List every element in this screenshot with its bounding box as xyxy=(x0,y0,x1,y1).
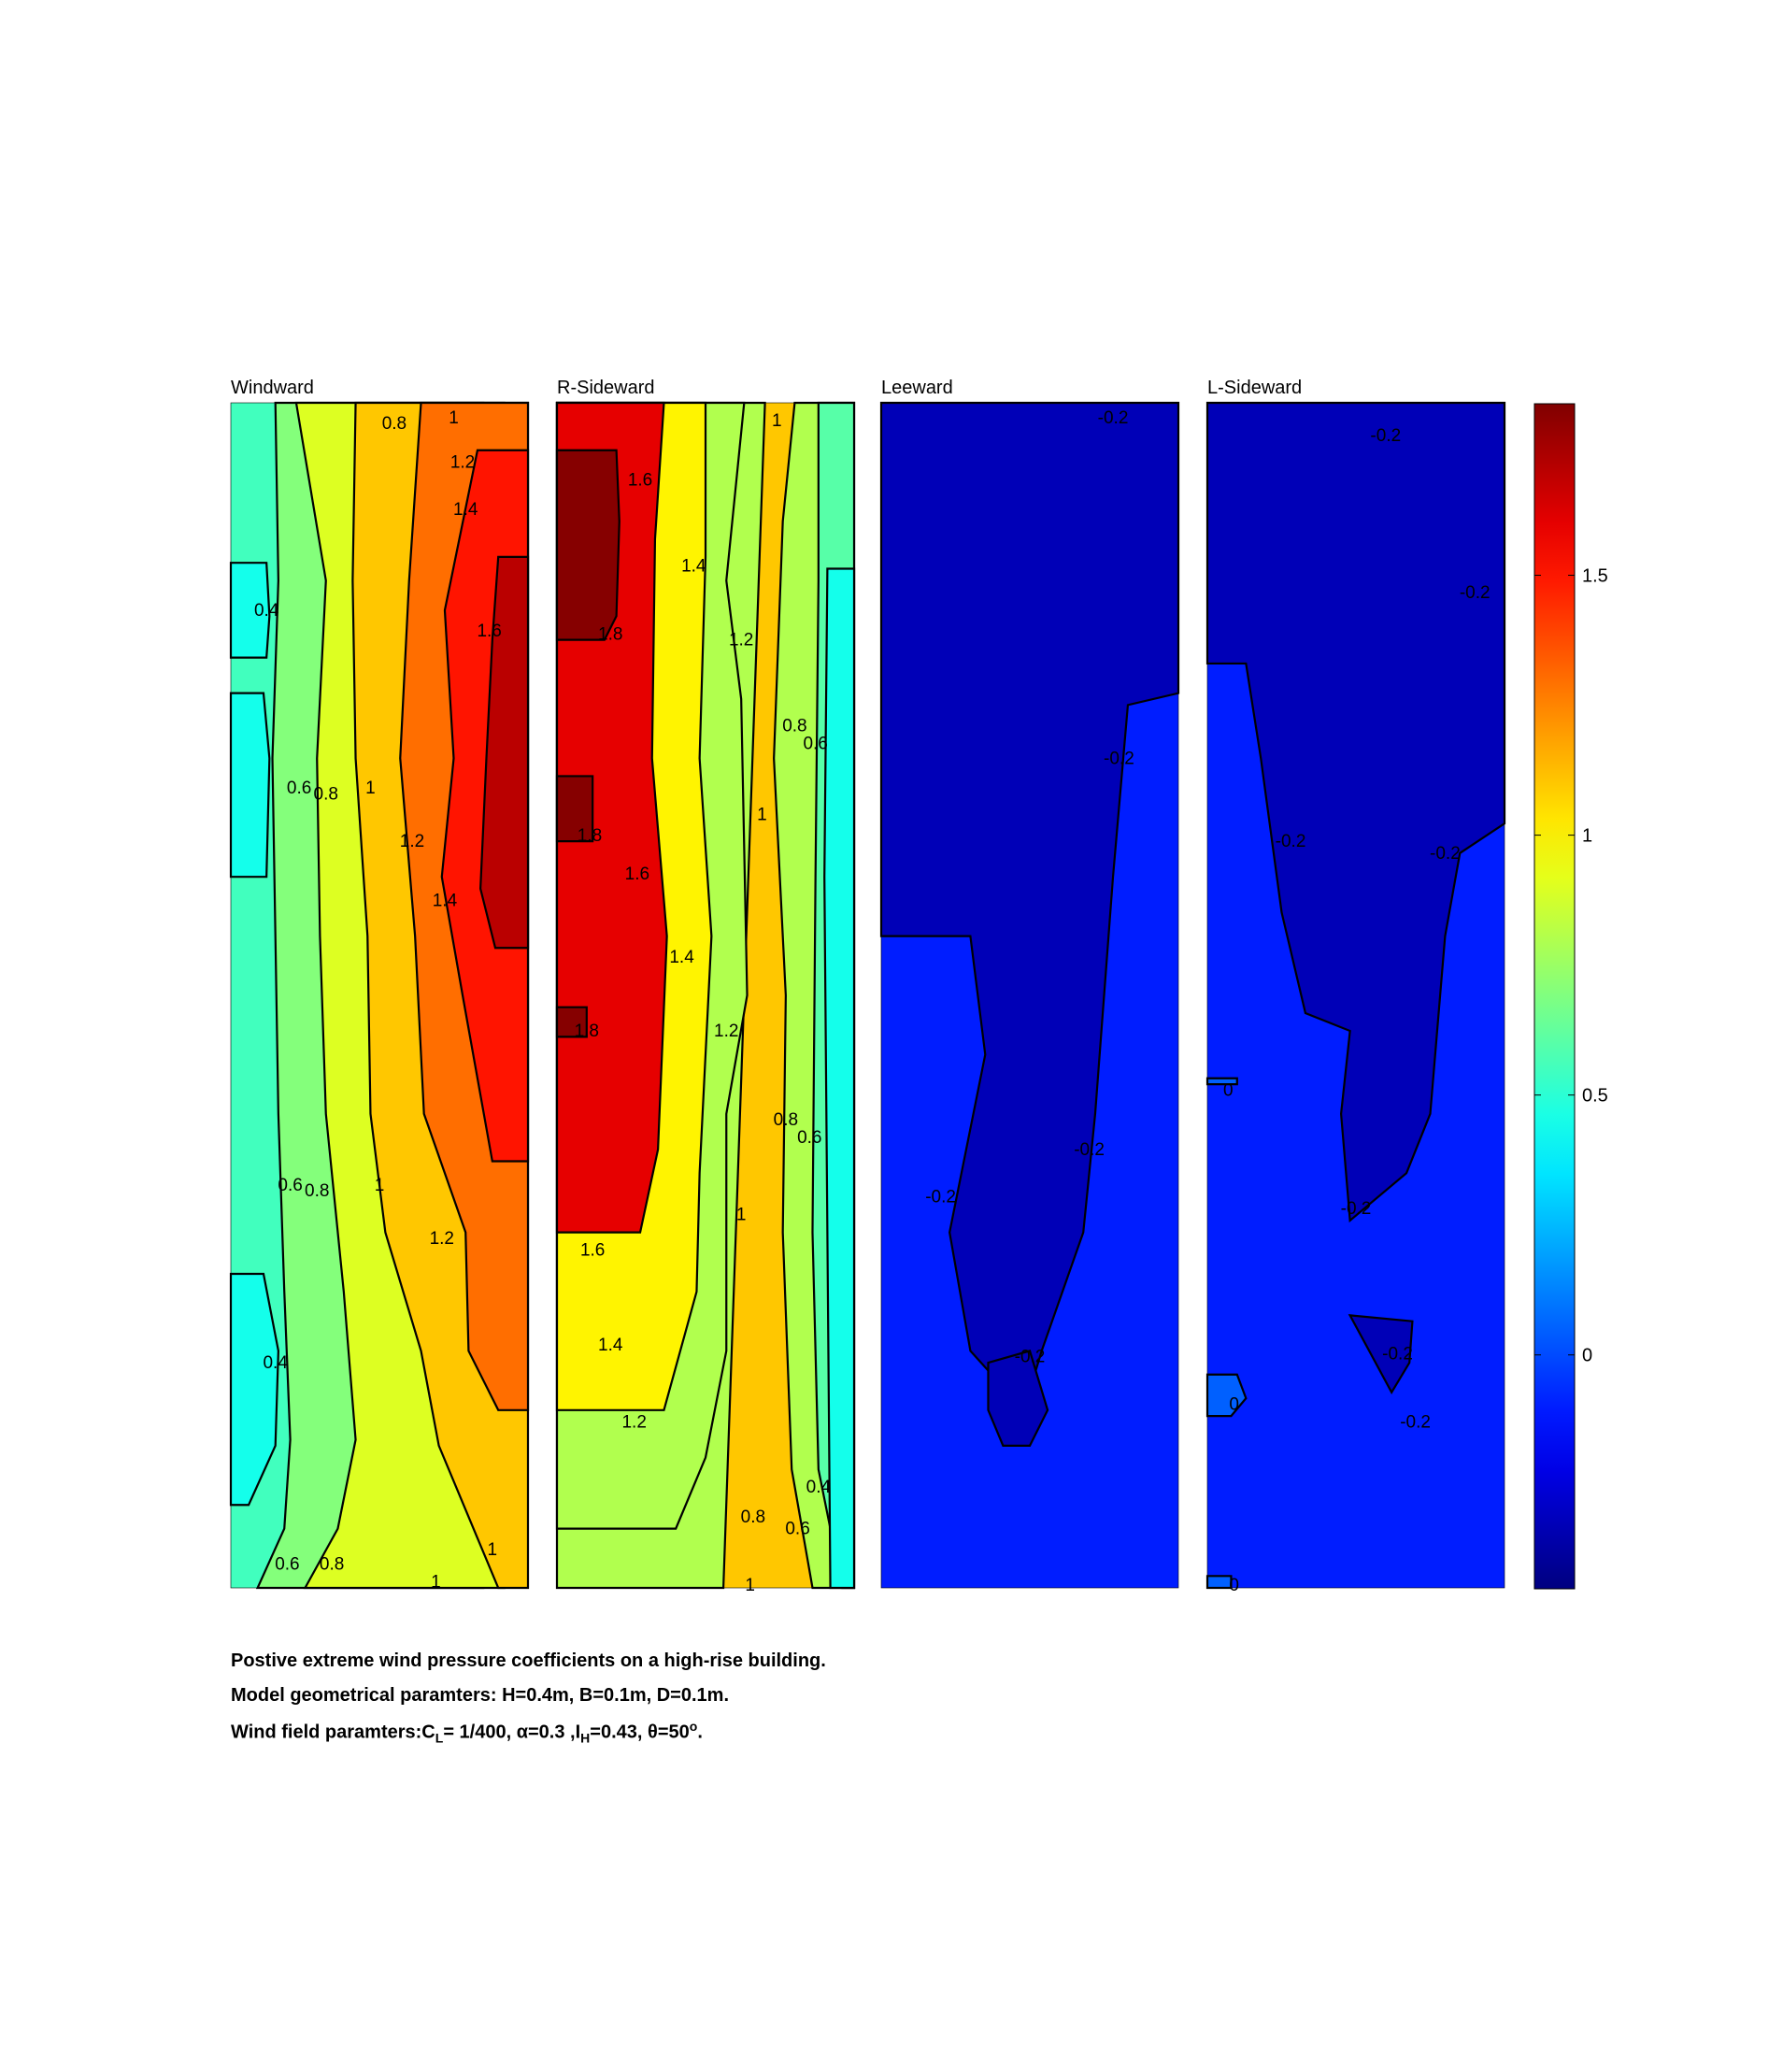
panel-contour-bands xyxy=(557,403,854,1588)
caption-line-3-end: . xyxy=(697,1722,703,1743)
contour-label: -0.2 xyxy=(1074,1140,1105,1160)
contour-label: -0.2 xyxy=(1382,1345,1413,1365)
panel-frame xyxy=(556,402,855,1589)
caption-line-2: Model geometrical paramters: H=0.4m, B=0… xyxy=(231,1685,729,1706)
contour-label: 1.4 xyxy=(669,948,694,967)
panel-title: L-Sideward xyxy=(1207,378,1302,398)
contour-label: 1.2 xyxy=(430,1229,454,1249)
contour-label: -0.2 xyxy=(1430,844,1461,864)
panel-3: L-Sideward -0.2 -0.2 -0.2 -0.2 0 -0.2 -0.2 0 -0.2… xyxy=(1207,378,1505,1595)
contour-label: -0.2 xyxy=(1370,426,1401,446)
contour-band xyxy=(1207,403,1505,1221)
contour-label: 0.8 xyxy=(305,1181,329,1201)
contour-label: 1.6 xyxy=(628,470,652,490)
contour-label: 0.6 xyxy=(797,1128,821,1148)
contour-label: 0 xyxy=(1223,1080,1234,1100)
contour-label: 1 xyxy=(772,411,782,431)
caption-sub-l: L xyxy=(435,1730,444,1746)
panel-contour-bands xyxy=(1207,403,1505,1588)
contour-label: 1.8 xyxy=(578,826,602,846)
contour-label: 0.6 xyxy=(803,735,827,754)
caption-sub-h: H xyxy=(580,1730,591,1746)
contour-label: 1.6 xyxy=(477,622,501,641)
colorbar-tick-label: 0.5 xyxy=(1582,1086,1608,1107)
contour-label: 0.6 xyxy=(785,1520,809,1539)
caption-line-1: Postive extreme wind pressure coefficien… xyxy=(231,1650,826,1671)
caption-line-3-mid2: =0.43, θ=50 xyxy=(590,1722,690,1743)
panel-contour-bands xyxy=(231,403,528,1588)
panel-frame xyxy=(880,402,1179,1589)
contour-label: -0.2 xyxy=(925,1188,956,1207)
contour-label: 1.2 xyxy=(714,1022,738,1041)
contour-band xyxy=(881,403,1178,1410)
panel-title: R-Sideward xyxy=(557,378,654,398)
contour-label: -0.2 xyxy=(1098,408,1129,428)
contour-band xyxy=(231,693,269,878)
contour-label: 0.4 xyxy=(254,601,279,621)
contour-label: -0.2 xyxy=(1400,1412,1431,1432)
contour-label: 1.2 xyxy=(400,832,424,851)
contour-label: 1.2 xyxy=(621,1412,646,1432)
caption-line-3-prefix: Wind field paramters:C xyxy=(231,1722,435,1743)
caption-line-3-mid1: = 1/400, α=0.3 ,I xyxy=(443,1722,581,1743)
contour-label: 1 xyxy=(449,408,459,428)
contour-label: 0 xyxy=(1229,1576,1239,1595)
panel-title: Windward xyxy=(231,378,314,398)
contour-label: 1 xyxy=(431,1573,441,1593)
contour-label: -0.2 xyxy=(1460,583,1491,603)
contour-label: 0.4 xyxy=(263,1353,288,1373)
contour-label: 0.8 xyxy=(782,717,806,736)
contour-label: 1.4 xyxy=(453,500,478,520)
contour-label: 1 xyxy=(745,1576,755,1595)
contour-label: 1.8 xyxy=(575,1022,599,1041)
contour-label: 0.8 xyxy=(314,784,338,804)
contour-label: 1.2 xyxy=(450,452,475,472)
contour-label: 1 xyxy=(736,1206,747,1225)
caption-sup-o: o xyxy=(689,1719,698,1734)
contour-label: 0.8 xyxy=(382,414,407,434)
contour-label: 1 xyxy=(375,1176,385,1195)
contour-label: 1.2 xyxy=(729,631,753,650)
contour-label: 1.6 xyxy=(580,1241,605,1261)
contour-band xyxy=(824,569,854,1588)
colorbar-tick-label: 1 xyxy=(1582,826,1592,847)
contour-label: -0.2 xyxy=(1276,832,1306,851)
panel-2: Leeward -0.2 -0.2 -0.2 -0.2 -0.2 xyxy=(880,378,1179,1589)
panel-frame xyxy=(1206,402,1505,1589)
contour-label: 1.8 xyxy=(598,624,622,644)
contour-label: -0.2 xyxy=(1104,749,1134,768)
contour-label: 1.6 xyxy=(625,865,649,884)
colorbar-tick-label: 1.5 xyxy=(1582,566,1608,587)
contour-label: 0.6 xyxy=(287,779,311,798)
panel-title: Leeward xyxy=(881,378,953,398)
contour-band xyxy=(1350,1315,1413,1392)
contour-label: 1 xyxy=(488,1540,498,1560)
contour-band xyxy=(988,1350,1048,1445)
contour-label: 0.6 xyxy=(278,1176,302,1195)
contour-label: 1 xyxy=(757,806,767,825)
colorbar: 1.5 1 0.5 0 xyxy=(1533,403,1608,1590)
contour-label: 1.4 xyxy=(433,892,458,911)
contour-label: 0.8 xyxy=(741,1508,765,1527)
panel-contour-bands xyxy=(881,403,1178,1588)
contour-label: 1 xyxy=(365,779,376,798)
caption-line-3: Wind field paramters:CL= 1/400, α=0.3 ,I… xyxy=(231,1719,703,1746)
colorbar-tick-label: 0 xyxy=(1582,1346,1592,1366)
contour-band xyxy=(1207,1576,1231,1588)
contour-label: -0.2 xyxy=(1015,1348,1046,1367)
contour-label: 0.6 xyxy=(275,1555,299,1575)
contour-label: 1.4 xyxy=(598,1336,623,1355)
contour-label: -0.2 xyxy=(1341,1199,1372,1219)
contour-label: 0.4 xyxy=(806,1478,832,1497)
panel-frame xyxy=(230,402,529,1589)
contour-label: 0 xyxy=(1229,1394,1239,1414)
colorbar-gradient xyxy=(1533,403,1576,1590)
contour-label: 1.4 xyxy=(681,556,706,576)
contour-band xyxy=(557,450,620,640)
contour-label: 0.8 xyxy=(320,1555,344,1575)
contour-label: 0.8 xyxy=(774,1110,798,1130)
